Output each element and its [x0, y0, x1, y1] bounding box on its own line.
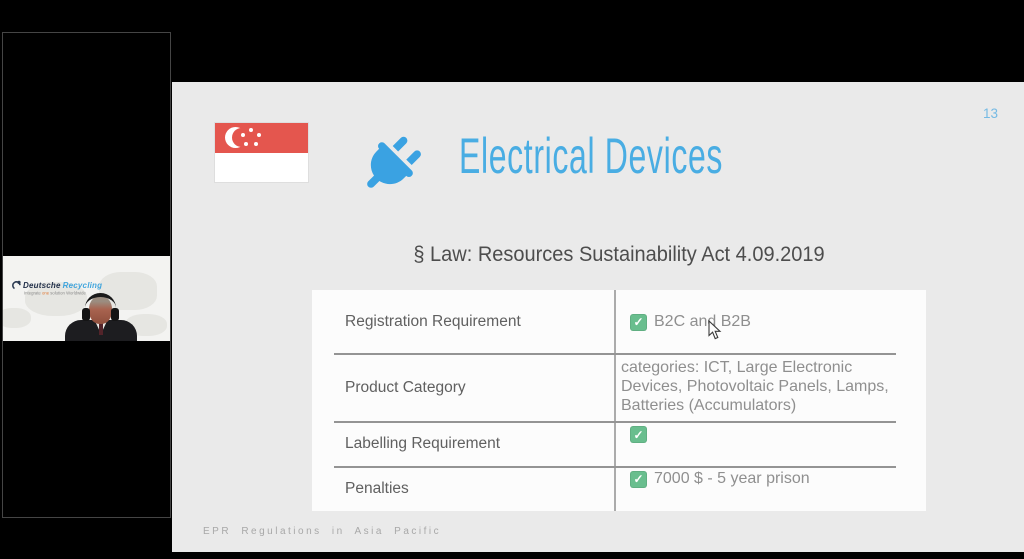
- requirements-table: Registration Requirement Product Categor…: [312, 290, 926, 511]
- flag-star-icon: [241, 133, 245, 137]
- row-label-product-category: Product Category: [345, 379, 466, 396]
- row-label-registration: Registration Requirement: [345, 313, 521, 330]
- company-logo: Deutsche Recycling: [12, 280, 102, 290]
- singapore-flag-icon: [215, 123, 308, 182]
- logo-text-primary: Deutsche: [23, 280, 61, 290]
- flag-star-icon: [257, 133, 261, 137]
- row-value-registration: B2C and B2B: [654, 313, 751, 330]
- row-label-penalties: Penalties: [345, 480, 409, 497]
- checkbox-checked-icon: ✓: [630, 470, 647, 488]
- slide-title: Electrical Devices: [459, 128, 724, 184]
- table-row-value: ✓ B2C and B2B: [630, 313, 751, 331]
- row-separator: [334, 466, 896, 468]
- row-value-penalties: 7000 $ - 5 year prison: [654, 470, 810, 487]
- speaker-person: [3, 256, 170, 341]
- column-divider: [614, 290, 616, 511]
- mouse-cursor-icon: [708, 320, 722, 340]
- flag-star-icon: [249, 127, 253, 132]
- row-separator: [334, 421, 896, 423]
- world-map-decoration: [3, 308, 31, 328]
- slide-page-number: 13: [982, 106, 998, 121]
- slide-footer: EPR Regulations in Asia Pacific: [203, 526, 442, 537]
- headset-band-icon: [85, 293, 116, 308]
- row-value-product-category: categories: ICT, Large Electronic Device…: [621, 359, 889, 414]
- table-row-value: ✓: [630, 426, 647, 443]
- checkbox-checked-icon: ✓: [630, 426, 647, 443]
- speaker-video-tile[interactable]: Deutsche Recycling Integrate one solutio…: [3, 256, 170, 341]
- table-row-value: ✓ 7000 $ - 5 year prison: [630, 470, 810, 488]
- flag-star-icon: [244, 141, 248, 146]
- row-separator: [334, 353, 896, 355]
- law-heading: § Law: Resources Sustainability Act 4.09…: [413, 242, 825, 266]
- headset-earcup-icon: [82, 308, 90, 321]
- person-tie: [99, 322, 103, 335]
- plug-icon: [352, 127, 428, 203]
- logo-tagline: Integrate one solution Worldwide: [24, 291, 86, 297]
- flag-star-icon: [254, 141, 258, 146]
- checkbox-checked-icon: ✓: [630, 313, 647, 331]
- logo-bird-icon: [12, 280, 21, 290]
- row-label-labelling: Labelling Requirement: [345, 435, 501, 452]
- world-map-decoration: [25, 282, 87, 316]
- presentation-slide: 13 Electrical Devices § Law: Resources S…: [172, 82, 1024, 552]
- headset-earcup-icon: [111, 308, 119, 321]
- logo-text-secondary: Recycling: [62, 280, 103, 290]
